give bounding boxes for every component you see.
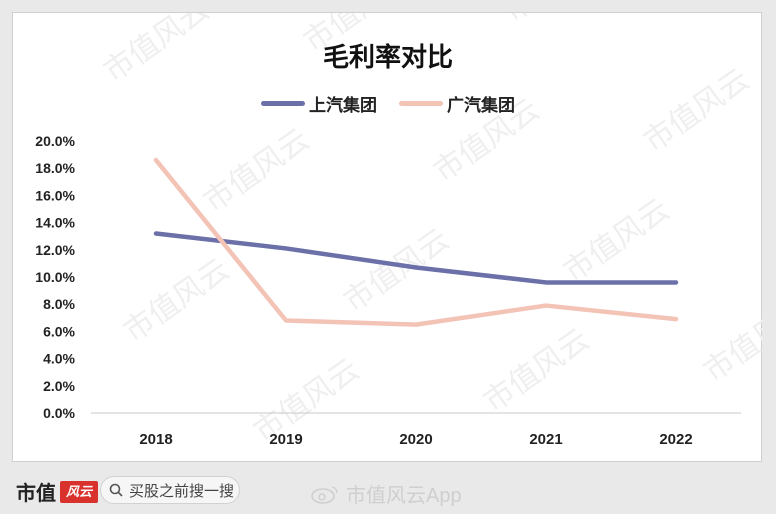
x-tick-label: 2020 bbox=[399, 431, 432, 448]
legend-item-saic: 上汽集团 bbox=[261, 91, 377, 116]
legend-item-gac: 广汽集团 bbox=[399, 91, 515, 116]
watermark-text: 市值风云 bbox=[248, 352, 366, 449]
weibo-text: 市值风云App bbox=[346, 485, 462, 507]
y-tick-label: 20.0% bbox=[35, 133, 75, 149]
y-tick-label: 8.0% bbox=[43, 296, 75, 312]
watermark-text: 市值风云 bbox=[498, 13, 616, 30]
series-line-0 bbox=[153, 231, 679, 285]
search-placeholder: 买股之前搜一搜 bbox=[129, 482, 235, 500]
y-tick-label: 2.0% bbox=[43, 378, 75, 394]
y-tick-label: 18.0% bbox=[35, 160, 75, 176]
chart-card: 市值风云 市值风云 市值风云 市值风云 市值风云 市值风云 市值风云 市值风云 市值风云 市值风云… bbox=[12, 12, 763, 462]
brand-name: 市值 bbox=[16, 483, 56, 505]
legend-label-gac: 广汽集团 bbox=[447, 96, 515, 115]
y-tick-label: 6.0% bbox=[43, 323, 75, 339]
x-tick-label: 2018 bbox=[139, 431, 172, 448]
weibo-icon bbox=[311, 485, 338, 504]
chart-title: 毛利率对比 bbox=[322, 42, 453, 72]
x-tick-label: 2021 bbox=[529, 431, 562, 448]
brand: 市值 风云 bbox=[16, 477, 98, 506]
footer-bar: 市值 风云 买股之前搜一搜 市值风云App bbox=[0, 466, 776, 514]
legend-swatch-gac bbox=[399, 101, 443, 106]
watermark-text: 市值风云 bbox=[698, 292, 763, 389]
y-tick-label: 14.0% bbox=[35, 215, 75, 231]
watermark-text: 市值风云 bbox=[118, 252, 236, 349]
series-line-1 bbox=[153, 157, 679, 327]
watermark-text: 市值风云 bbox=[478, 322, 596, 419]
x-tick-label: 2022 bbox=[659, 431, 692, 448]
y-tick-label: 4.0% bbox=[43, 351, 75, 367]
x-tick-label: 2019 bbox=[269, 431, 302, 448]
watermark-text: 市值风云 bbox=[198, 122, 316, 219]
legend: 上汽集团 广汽集团 bbox=[13, 91, 763, 116]
y-tick-label: 10.0% bbox=[35, 269, 75, 285]
watermark-text: 市值风云 bbox=[558, 192, 676, 289]
brand-logo: 风云 bbox=[60, 480, 98, 503]
weibo-watermark: 市值风云App bbox=[310, 479, 462, 508]
search-box[interactable]: 买股之前搜一搜 bbox=[100, 476, 240, 504]
y-tick-label: 16.0% bbox=[35, 187, 75, 203]
search-icon bbox=[109, 483, 123, 497]
legend-label-saic: 上汽集团 bbox=[309, 96, 377, 115]
y-tick-label: 12.0% bbox=[35, 242, 75, 258]
y-tick-label: 0.0% bbox=[43, 405, 75, 421]
legend-swatch-saic bbox=[261, 101, 305, 106]
